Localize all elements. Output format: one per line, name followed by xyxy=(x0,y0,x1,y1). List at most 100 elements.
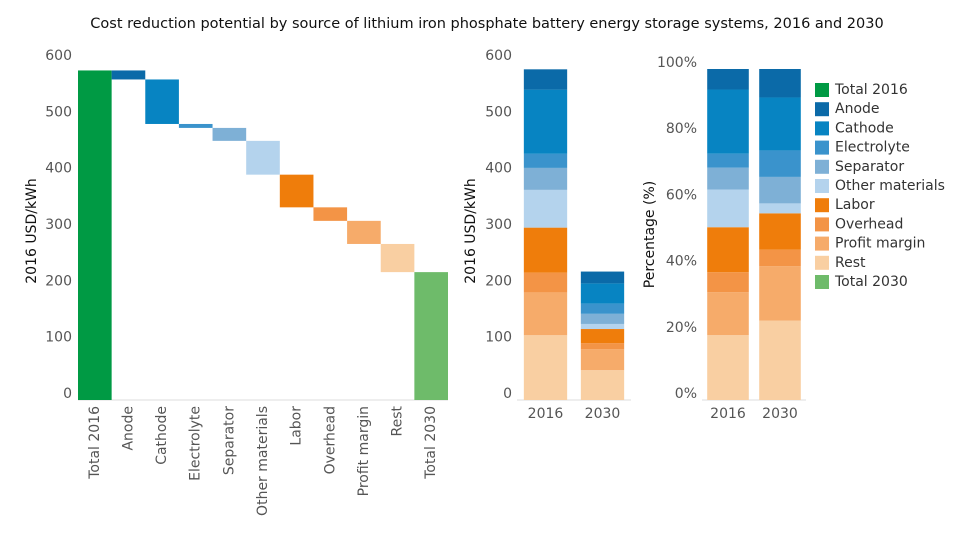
bar xyxy=(178,123,213,128)
bar-segment xyxy=(580,283,625,304)
bar-segment xyxy=(523,153,568,168)
x-tick-label: 2016 xyxy=(528,406,564,422)
bar-segment xyxy=(759,266,801,321)
legend-swatch xyxy=(815,236,829,251)
x-tick-label: 2016 xyxy=(710,406,746,422)
y-tick-label: 80% xyxy=(666,121,697,137)
bar-segment xyxy=(523,189,568,228)
x-tick-label: Other materials xyxy=(255,406,271,516)
bar-segment xyxy=(707,272,749,293)
y-axis-label: 2016 USD/kWh xyxy=(463,178,479,284)
legend-label: Rest xyxy=(835,255,866,271)
x-tick-label: Total 2030 xyxy=(423,406,439,480)
bar-segment xyxy=(759,150,801,177)
bar xyxy=(246,140,280,175)
y-tick-label: 500 xyxy=(45,104,72,120)
bar-segment xyxy=(523,292,568,336)
bar-segment xyxy=(523,89,568,154)
bar-segment xyxy=(580,329,625,344)
bar xyxy=(212,127,247,141)
bar-segment xyxy=(759,249,801,267)
bar-segment xyxy=(759,320,801,400)
chart-title: Cost reduction potential by source of li… xyxy=(90,16,883,32)
legend-swatch xyxy=(815,179,829,193)
bar-segment xyxy=(580,343,625,350)
bar-segment xyxy=(707,89,749,154)
bar-segment xyxy=(580,271,625,284)
legend-swatch xyxy=(815,83,829,97)
legend-swatch xyxy=(815,159,829,174)
bar-segment xyxy=(707,227,749,273)
bar-segment xyxy=(759,97,801,151)
y-tick-label: 100 xyxy=(485,330,512,346)
x-tick-label: Rest xyxy=(390,405,406,436)
y-axis-label: Percentage (%) xyxy=(642,181,658,288)
bar-segment xyxy=(759,176,801,204)
bar-segment xyxy=(707,153,749,168)
y-tick-label: 100% xyxy=(657,55,697,71)
legend-label: Total 2016 xyxy=(834,82,908,98)
bar-segment xyxy=(580,349,625,371)
legend-label: Total 2030 xyxy=(834,274,908,290)
bar xyxy=(347,220,381,244)
y-tick-label: 0 xyxy=(63,386,72,402)
legend-swatch xyxy=(815,198,829,213)
bar-segment xyxy=(580,313,625,324)
y-tick-label: 300 xyxy=(45,217,72,233)
legend-label: Overhead xyxy=(835,216,903,232)
x-tick-label: Overhead xyxy=(322,406,338,474)
legend-swatch xyxy=(815,275,829,289)
x-tick-label: 2030 xyxy=(585,406,621,422)
x-tick-label: Anode xyxy=(120,406,136,451)
y-tick-label: 500 xyxy=(485,104,512,120)
y-tick-label: 100 xyxy=(45,330,72,346)
legend-label: Other materials xyxy=(835,178,945,194)
bar-segment xyxy=(759,69,801,98)
bar-segment xyxy=(523,335,568,400)
bar-segment xyxy=(707,189,749,228)
bar-segment xyxy=(707,335,749,400)
bar xyxy=(414,272,448,400)
legend-swatch xyxy=(815,255,829,270)
y-tick-label: 600 xyxy=(485,48,512,64)
y-tick-label: 0 xyxy=(503,386,512,402)
y-tick-label: 200 xyxy=(45,273,72,289)
y-axis-label: 2016 USD/kWh xyxy=(24,178,40,284)
legend-label: Cathode xyxy=(835,120,894,136)
bar xyxy=(145,79,179,124)
bar-segment xyxy=(523,167,568,190)
y-tick-label: 60% xyxy=(666,187,697,203)
bar-segment xyxy=(707,292,749,336)
bar-segment xyxy=(580,303,625,314)
bar-segment xyxy=(580,370,625,400)
y-tick-label: 400 xyxy=(485,161,512,177)
x-tick-label: Profit margin xyxy=(356,406,372,496)
y-tick-label: 400 xyxy=(45,161,72,177)
bar-segment xyxy=(523,227,568,273)
x-tick-label: Cathode xyxy=(154,406,170,465)
y-tick-label: 200 xyxy=(485,273,512,289)
bar xyxy=(78,70,112,400)
y-tick-label: 40% xyxy=(666,254,697,270)
legend-swatch xyxy=(815,217,829,232)
legend-label: Electrolyte xyxy=(835,140,910,156)
bar-segment xyxy=(759,203,801,214)
legend-swatch xyxy=(815,102,829,117)
bar-segment xyxy=(523,272,568,293)
bar-segment xyxy=(707,69,749,90)
y-tick-label: 0% xyxy=(675,386,697,402)
legend-label: Labor xyxy=(835,197,875,213)
bar xyxy=(111,70,146,80)
x-tick-label: Labor xyxy=(289,406,305,446)
x-tick-label: 2030 xyxy=(762,406,798,422)
legend-label: Separator xyxy=(835,159,904,175)
bar-segment xyxy=(580,323,625,330)
y-tick-label: 20% xyxy=(666,320,697,336)
x-tick-label: Electrolyte xyxy=(188,406,204,481)
bar xyxy=(313,207,348,221)
bar xyxy=(279,174,314,208)
y-tick-label: 300 xyxy=(485,217,512,233)
legend-swatch xyxy=(815,121,829,136)
x-tick-label: Total 2016 xyxy=(87,406,103,480)
